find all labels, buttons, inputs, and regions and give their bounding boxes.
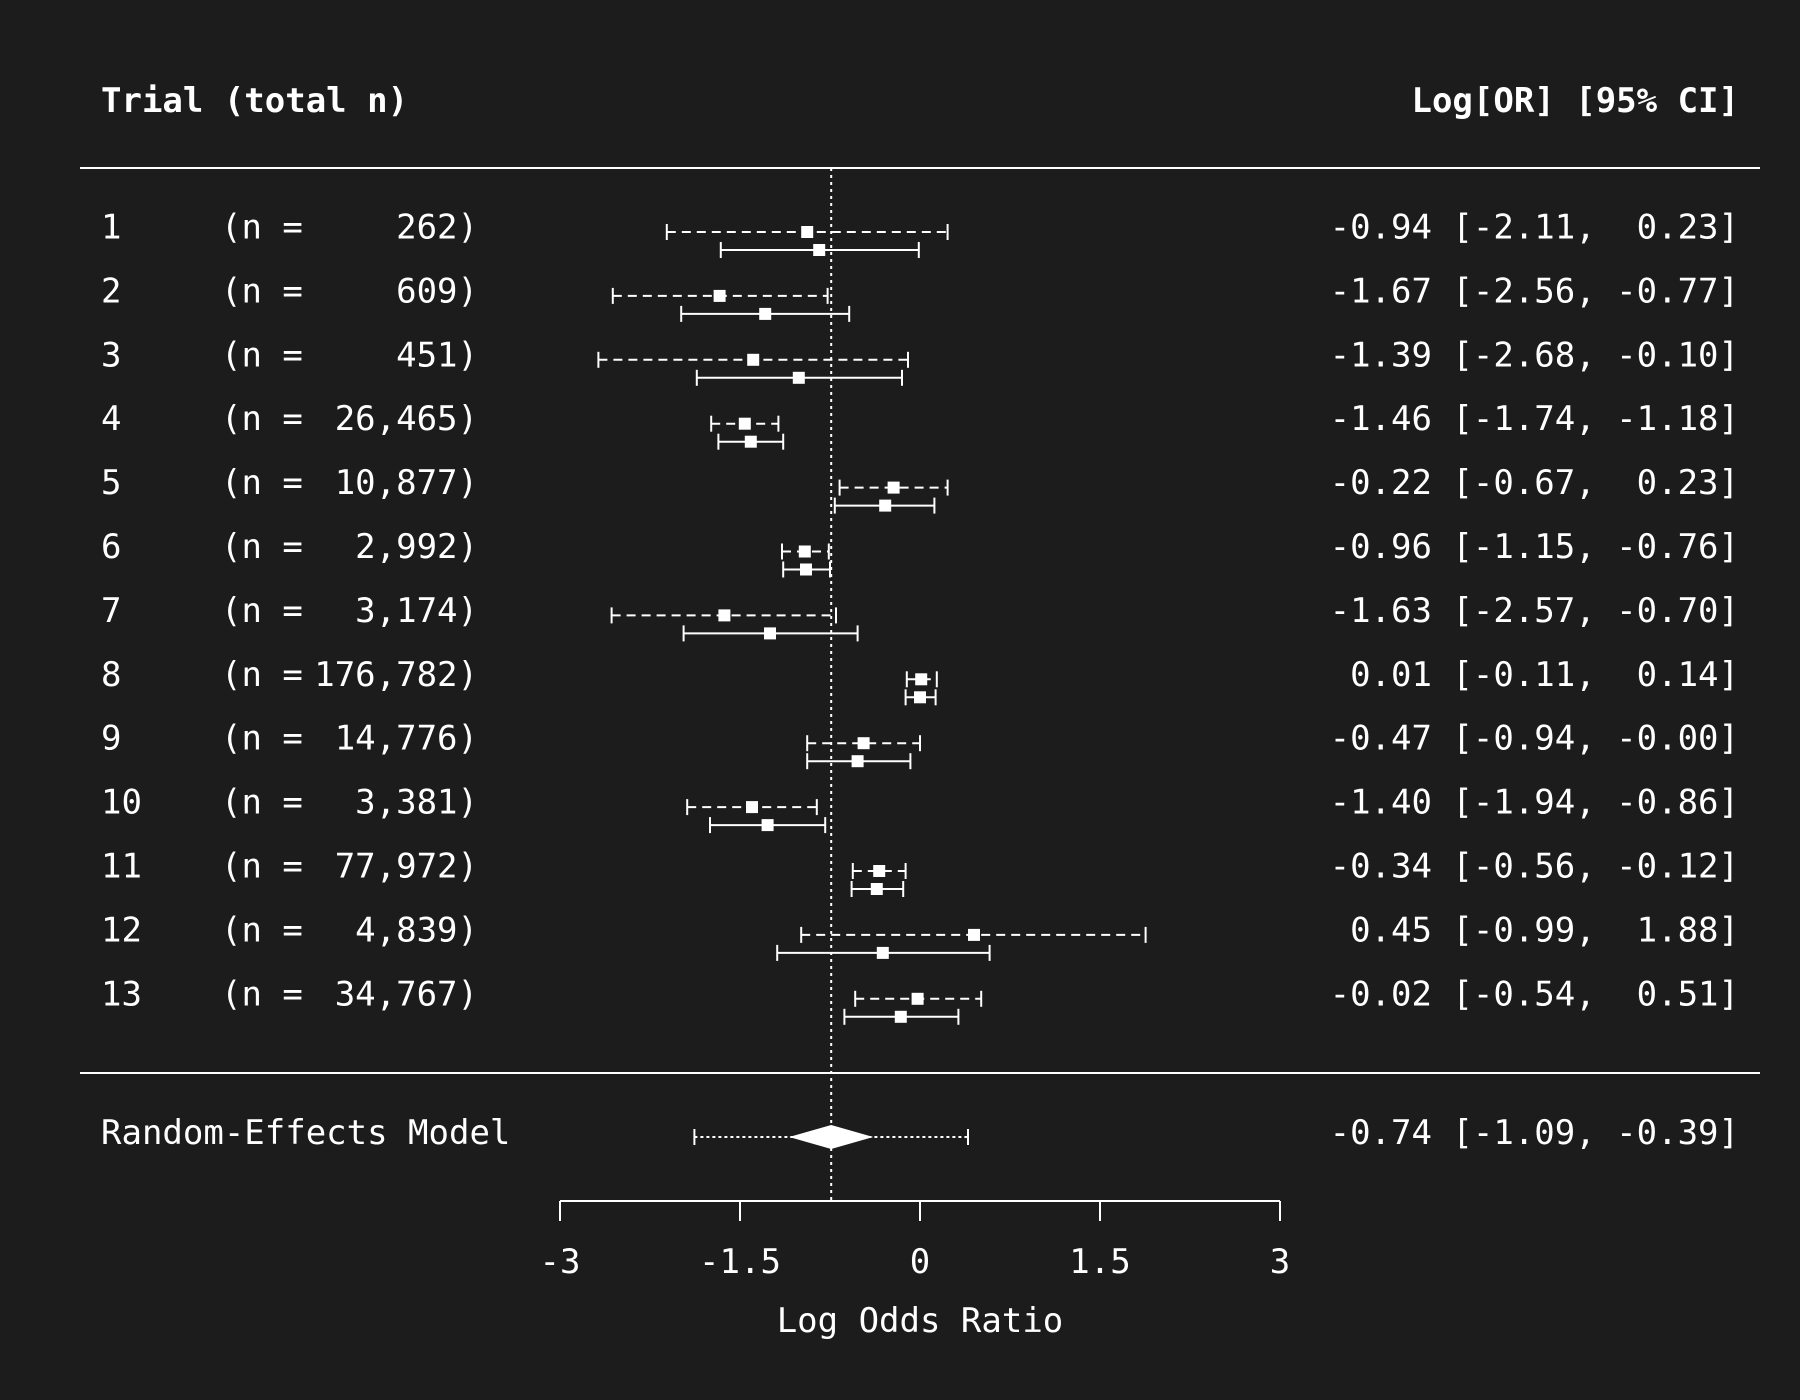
trial-label: 7 — [101, 591, 121, 631]
summary-ci-text: -0.74 [-1.09, -0.39] — [1330, 1113, 1739, 1153]
trial-n-value: 77,972) — [335, 847, 478, 887]
trial-secondary-point — [764, 627, 776, 640]
trial-label: 8 — [101, 655, 121, 695]
trial-secondary-point — [813, 244, 826, 256]
trial-label: 6 — [101, 527, 121, 567]
trial-label: 9 — [101, 719, 121, 759]
trial-secondary-point — [879, 499, 892, 512]
x-axis-tick-label: 3 — [1270, 1242, 1290, 1282]
trial-n-value: 451) — [396, 335, 478, 375]
trial-label: 1 — [101, 208, 121, 248]
trial-n-prefix: (n = — [221, 847, 303, 887]
trial-n-value: 609) — [396, 271, 478, 311]
trial-n-value: 26,465) — [335, 399, 478, 439]
trial-ci-text: 0.01 [-0.11, 0.14] — [1330, 655, 1739, 695]
trial-secondary-point — [876, 946, 889, 959]
trial-n-value: 10,877) — [335, 463, 478, 503]
trial-n-prefix: (n = — [221, 463, 303, 503]
trial-estimate-point — [911, 992, 924, 1005]
trial-estimate-point — [738, 417, 751, 430]
trial-secondary-point — [744, 435, 757, 448]
trial-estimate-point — [801, 226, 814, 238]
trial-secondary-point — [759, 307, 772, 320]
trial-label: 4 — [101, 399, 121, 439]
trial-n-prefix: (n = — [221, 910, 303, 950]
trial-n-value: 3,174) — [355, 591, 478, 631]
trial-n-prefix: (n = — [221, 335, 303, 375]
trial-label: 13 — [101, 974, 142, 1014]
x-axis-tick-label: -1.5 — [699, 1242, 781, 1282]
trial-ci-text: -0.34 [-0.56, -0.12] — [1330, 847, 1739, 887]
trial-ci-text: -1.40 [-1.94, -0.86] — [1330, 783, 1739, 823]
trial-secondary-point — [914, 691, 926, 704]
trial-estimate-point — [857, 737, 870, 750]
trial-label: 10 — [101, 783, 142, 823]
trial-label: 5 — [101, 463, 121, 503]
trial-n-value: 2,992) — [355, 527, 478, 567]
trial-ci-text: -0.94 [-2.11, 0.23] — [1330, 208, 1739, 248]
trial-estimate-point — [747, 353, 760, 366]
trial-estimate-point — [968, 928, 980, 941]
header-trial: Trial (total n) — [101, 81, 408, 121]
trial-secondary-point — [870, 883, 883, 895]
trial-secondary-point — [792, 371, 805, 384]
trial-ci-text: -1.63 [-2.57, -0.70] — [1330, 591, 1739, 631]
trial-n-value: 34,767) — [335, 974, 478, 1014]
trial-label: 11 — [101, 847, 142, 887]
summary-label: Random-Effects Model — [101, 1113, 510, 1153]
trial-estimate-point — [713, 289, 726, 302]
trial-estimate-point — [798, 545, 811, 558]
trial-secondary-point — [800, 563, 812, 576]
trial-n-value: 4,839) — [355, 910, 478, 950]
trial-n-prefix: (n = — [221, 527, 303, 567]
trial-secondary-point — [851, 755, 864, 768]
trial-n-prefix: (n = — [221, 399, 303, 439]
trial-label: 2 — [101, 271, 121, 311]
trial-n-value: 14,776) — [335, 719, 478, 759]
trial-ci-text: -1.67 [-2.56, -0.77] — [1330, 271, 1739, 311]
trial-ci-text: -1.39 [-2.68, -0.10] — [1330, 335, 1739, 375]
trial-estimate-point — [718, 609, 731, 622]
trial-ci-text: -0.02 [-0.54, 0.51] — [1330, 974, 1739, 1014]
trial-n-prefix: (n = — [221, 974, 303, 1014]
trial-secondary-point — [894, 1010, 907, 1023]
trial-n-prefix: (n = — [221, 655, 303, 695]
trial-n-prefix: (n = — [221, 783, 303, 823]
trial-estimate-point — [873, 865, 886, 877]
trial-secondary-point — [761, 819, 774, 832]
summary-diamond — [789, 1125, 874, 1149]
trial-label: 3 — [101, 335, 121, 375]
trial-n-value: 3,381) — [355, 783, 478, 823]
trial-label: 12 — [101, 910, 142, 950]
trial-estimate-point — [915, 673, 928, 686]
x-axis-tick-label: -3 — [540, 1242, 581, 1282]
x-axis-tick-label: 1.5 — [1069, 1242, 1130, 1282]
trial-n-prefix: (n = — [221, 591, 303, 631]
trial-n-prefix: (n = — [221, 208, 303, 248]
trial-estimate-point — [746, 801, 758, 814]
trial-n-prefix: (n = — [221, 719, 303, 759]
trial-n-value: 262) — [396, 208, 478, 248]
trial-estimate-point — [887, 481, 900, 494]
trial-ci-text: -0.22 [-0.67, 0.23] — [1330, 463, 1739, 503]
x-axis-title: Log Odds Ratio — [777, 1301, 1064, 1341]
header-log-or: Log[OR] [95% CI] — [1411, 81, 1739, 121]
trial-ci-text: -1.46 [-1.74, -1.18] — [1330, 399, 1739, 439]
trial-ci-text: 0.45 [-0.99, 1.88] — [1330, 910, 1739, 950]
x-axis-tick-label: 0 — [910, 1242, 930, 1282]
trial-n-value: 176,782) — [314, 655, 478, 695]
trial-n-prefix: (n = — [221, 271, 303, 311]
trial-ci-text: -0.47 [-0.94, -0.00] — [1330, 719, 1739, 759]
trial-ci-text: -0.96 [-1.15, -0.76] — [1330, 527, 1739, 567]
